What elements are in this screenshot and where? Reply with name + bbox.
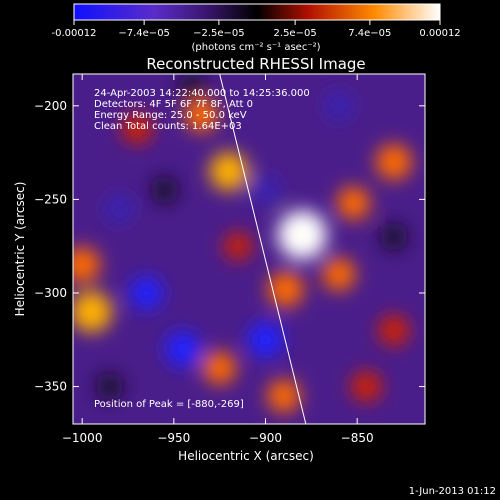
heatmap-source	[250, 174, 281, 206]
heatmap-source	[178, 74, 207, 102]
heatmap-blobs	[73, 74, 412, 413]
energy-range-annotation: Energy Range: 25.0 - 50.0 keV	[94, 110, 247, 121]
colorbar-tick-label: 2.5e−05	[274, 28, 317, 39]
heatmap-source	[379, 222, 408, 251]
heatmap-source	[323, 90, 355, 122]
y-axis-label: Heliocentric Y (arcsec)	[13, 182, 27, 317]
heatmap-source	[103, 193, 135, 225]
x-tick-label: −950	[157, 431, 190, 445]
heatmap-source	[351, 371, 382, 402]
colorbar-tick-label: 7.4e−05	[348, 28, 391, 39]
heatmap-source	[267, 379, 301, 413]
clean-counts-annotation: Clean Total counts: 1.64E+03	[94, 121, 242, 132]
colorbar-tick-labels: -0.00012 −7.4e−05 −2.5e−05 2.5e−05 7.4e−05 0.…	[52, 28, 461, 39]
heatmap-source	[336, 186, 371, 220]
y-tick-label: −250	[34, 192, 67, 206]
peak-position-annotation: Position of Peak = [-880,-269]	[94, 399, 244, 410]
heatmap-source	[73, 291, 112, 333]
time-range-annotation: 24-Apr-2003 14:22:40.000 to 14:25:36.000	[94, 88, 310, 99]
heatmap-source	[267, 271, 304, 308]
y-axis-ticks: −200 −250 −300 −350	[34, 99, 425, 394]
x-tick-label: −1000	[62, 431, 103, 445]
heatmap-source	[73, 246, 101, 283]
colorbar-ticks	[73, 20, 441, 25]
chart-title: Reconstructed RHESSI Image	[146, 55, 365, 73]
colorbar-tick-label: -0.00012	[52, 28, 97, 39]
heatmap-source	[165, 331, 201, 368]
solar-limb-line	[219, 74, 307, 424]
x-tick-label: −850	[341, 431, 374, 445]
heatmap-source	[247, 321, 284, 358]
colorbar	[73, 3, 441, 21]
colorbar-tick-label: −2.5e−05	[193, 28, 245, 39]
y-tick-label: −300	[34, 286, 67, 300]
colorbar-tick-label: −7.4e−05	[118, 28, 170, 39]
colorbar-unit-label: (photons cm⁻² s⁻¹ asec⁻²)	[191, 42, 320, 53]
heatmap-source	[224, 232, 252, 261]
heatmap-source	[378, 315, 410, 346]
heatmap-layer	[73, 74, 412, 413]
heatmap-source	[322, 257, 356, 291]
footer-date: 1-Jun-2013 01:12	[409, 486, 496, 497]
heatmap-source	[375, 143, 412, 180]
peak-core	[295, 227, 310, 242]
plot-frame	[72, 73, 426, 425]
heatmap-source	[203, 351, 237, 385]
heatmap-source	[209, 151, 249, 191]
heatmap-source	[184, 98, 218, 132]
heatmap-source	[129, 276, 163, 310]
detectors-annotation: Detectors: 4F 5F 6F 7F 8F, Att 0	[94, 99, 253, 110]
x-tick-label: −900	[249, 431, 282, 445]
heatmap-source	[95, 372, 124, 401]
y-tick-label: −350	[34, 380, 67, 394]
x-axis-ticks: −1000 −950 −900 −850	[62, 74, 374, 445]
heatmap-source	[121, 112, 153, 144]
heatmap-source	[150, 176, 179, 205]
y-tick-label: −200	[34, 99, 67, 113]
colorbar-tick-label: 0.00012	[419, 28, 460, 39]
x-axis-label: Heliocentric X (arcsec)	[178, 449, 314, 463]
